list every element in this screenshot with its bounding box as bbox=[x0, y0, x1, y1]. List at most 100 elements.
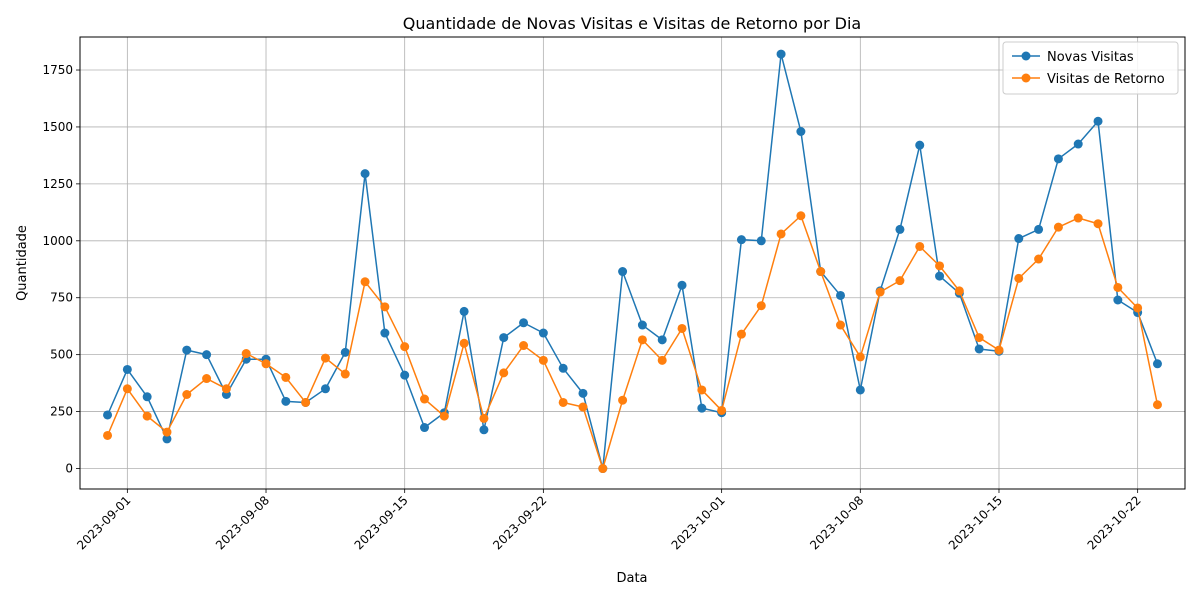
data-point bbox=[360, 169, 370, 179]
data-point bbox=[281, 396, 291, 406]
data-point bbox=[776, 229, 786, 239]
data-point bbox=[499, 368, 509, 378]
data-point bbox=[420, 394, 429, 404]
data-point bbox=[637, 320, 647, 330]
data-point bbox=[538, 328, 548, 338]
x-tick-label: 2023-10-22 bbox=[1085, 493, 1144, 552]
data-point bbox=[182, 345, 192, 355]
data-point bbox=[855, 352, 865, 362]
data-point bbox=[1053, 222, 1063, 232]
data-point bbox=[657, 335, 667, 345]
data-point bbox=[736, 329, 746, 339]
legend-box bbox=[1002, 41, 1179, 95]
data-point bbox=[459, 306, 469, 316]
y-tick-label: 1250 bbox=[42, 177, 73, 191]
data-point bbox=[380, 328, 390, 338]
data-point bbox=[1014, 273, 1024, 283]
series-group bbox=[103, 49, 1162, 474]
data-point bbox=[836, 290, 845, 300]
data-point bbox=[1014, 234, 1024, 244]
data-point bbox=[538, 355, 548, 365]
plot-area-frame bbox=[79, 36, 1186, 490]
data-point bbox=[756, 301, 766, 311]
x-tick-label: 2023-09-01 bbox=[74, 493, 133, 552]
x-tick-label: 2023-09-15 bbox=[352, 493, 411, 552]
legend: Novas Visitas Visitas de Retorno bbox=[1002, 41, 1179, 95]
data-point bbox=[459, 338, 469, 348]
x-tick-label: 2023-09-22 bbox=[490, 493, 549, 552]
data-point bbox=[935, 271, 945, 281]
data-point bbox=[1113, 295, 1123, 305]
data-point bbox=[637, 335, 647, 345]
data-point bbox=[717, 405, 727, 415]
legend-label-novas-visitas: Novas Visitas bbox=[1047, 50, 1134, 65]
legend-marker-novas-visitas bbox=[1021, 51, 1031, 61]
data-point bbox=[895, 276, 905, 286]
data-point bbox=[796, 211, 806, 221]
data-point bbox=[895, 224, 905, 234]
data-point bbox=[1133, 303, 1143, 313]
data-point bbox=[400, 370, 410, 380]
y-tick-label: 250 bbox=[50, 405, 73, 419]
data-point bbox=[657, 355, 667, 365]
data-point bbox=[182, 390, 192, 399]
data-point bbox=[162, 427, 172, 437]
data-point bbox=[578, 402, 588, 412]
data-point bbox=[281, 372, 291, 382]
legend-label-visitas-retorno: Visitas de Retorno bbox=[1047, 72, 1165, 87]
data-point bbox=[320, 353, 330, 363]
data-point bbox=[974, 344, 984, 354]
axis-ticks: 0 250 500 750 1000 1250 1500 1750 2023-09-01 2023… bbox=[42, 63, 1143, 552]
data-point bbox=[320, 384, 330, 394]
data-point bbox=[994, 345, 1004, 355]
x-axis-label: Data bbox=[616, 571, 647, 586]
data-point bbox=[796, 127, 806, 136]
data-point bbox=[1113, 282, 1123, 292]
data-point bbox=[420, 423, 429, 433]
data-point bbox=[479, 425, 489, 435]
data-point bbox=[618, 267, 628, 277]
data-point bbox=[122, 364, 132, 374]
legend-marker-visitas-retorno bbox=[1021, 73, 1031, 83]
data-point bbox=[202, 374, 212, 384]
grid bbox=[80, 37, 1185, 489]
data-point bbox=[221, 384, 231, 394]
x-tick-label: 2023-10-01 bbox=[669, 493, 728, 552]
data-point bbox=[836, 320, 845, 330]
y-tick-label: 1500 bbox=[42, 120, 73, 134]
data-point bbox=[915, 241, 925, 251]
data-point bbox=[1152, 359, 1162, 369]
x-tick-label: 2023-10-08 bbox=[807, 493, 866, 552]
data-point bbox=[400, 342, 410, 352]
data-point bbox=[756, 236, 766, 246]
y-tick-label: 1750 bbox=[42, 63, 73, 77]
data-point bbox=[677, 280, 687, 290]
data-point bbox=[954, 286, 964, 296]
data-point bbox=[697, 385, 707, 395]
data-point bbox=[261, 359, 271, 369]
data-point bbox=[1073, 139, 1083, 149]
data-point bbox=[776, 49, 786, 59]
y-axis-label: Quantidade bbox=[15, 225, 30, 301]
data-point bbox=[519, 341, 529, 351]
y-tick-label: 1000 bbox=[42, 234, 73, 248]
data-point bbox=[816, 267, 826, 277]
data-point bbox=[558, 397, 568, 407]
data-point bbox=[1093, 219, 1103, 229]
y-tick-label: 750 bbox=[50, 291, 73, 305]
data-point bbox=[202, 350, 212, 360]
data-point bbox=[697, 403, 707, 413]
data-point bbox=[915, 140, 925, 150]
data-point bbox=[142, 392, 152, 402]
data-point bbox=[1034, 254, 1044, 264]
x-tick-label: 2023-10-15 bbox=[946, 493, 1005, 552]
data-point bbox=[935, 261, 945, 271]
y-tick-label: 0 bbox=[65, 462, 73, 476]
data-point bbox=[598, 464, 608, 474]
data-point bbox=[103, 410, 113, 420]
data-point bbox=[736, 235, 746, 245]
data-point bbox=[1034, 224, 1044, 234]
data-point bbox=[1152, 400, 1162, 410]
data-point bbox=[1053, 154, 1063, 164]
data-point bbox=[162, 434, 172, 444]
